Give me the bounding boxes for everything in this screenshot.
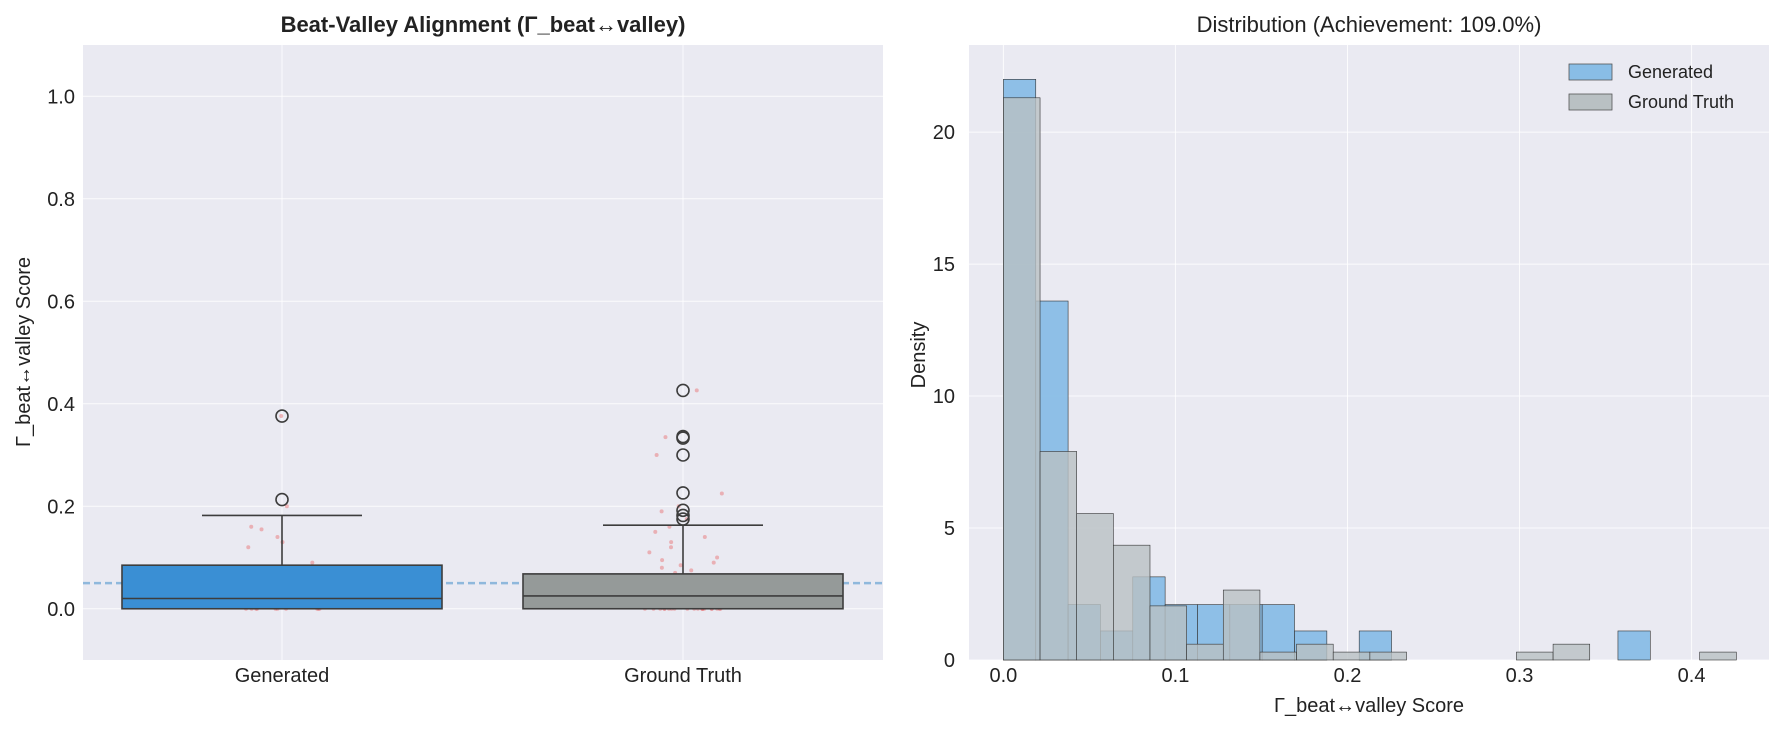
- x-tick-label: Generated: [235, 665, 330, 687]
- y-tick-label: 0.0: [47, 599, 75, 621]
- box-plot-y-ticks: 0.0 0.2 0.4 0.6 0.8 1.0: [47, 86, 75, 621]
- jitter-point: [647, 550, 652, 555]
- outlier-point: [676, 508, 690, 523]
- x-tick-label: 0.4: [1678, 665, 1706, 687]
- jitter-point: [711, 560, 716, 565]
- histogram-bar: [1149, 605, 1187, 661]
- y-tick-label: 0.4: [47, 394, 75, 416]
- histogram-bar: [1261, 604, 1295, 661]
- jitter-point: [660, 558, 665, 563]
- y-tick-label: 1.0: [47, 86, 75, 108]
- jitter-point: [310, 560, 315, 565]
- histogram-y-axis-label: Density: [908, 322, 930, 389]
- outlier-point: [676, 429, 690, 444]
- jitter-point: [719, 491, 724, 496]
- box-plot-y-axis-label: Γ_beat↔valley Score: [13, 257, 35, 447]
- jitter-point: [279, 414, 284, 419]
- histogram-bar: [1222, 589, 1261, 661]
- histogram-panel: 0 5 10 15 20 0.0 0.1 0.2 0.3 0.4 Distribution (A…: [908, 12, 1769, 717]
- boxes: [121, 383, 844, 610]
- histogram-bar: [1617, 630, 1651, 661]
- jitter-point: [678, 563, 683, 568]
- jitter-point: [663, 435, 668, 440]
- histogram-bar: [1699, 651, 1737, 661]
- jitter-point: [275, 535, 280, 539]
- histogram-bar: [1332, 651, 1371, 661]
- histogram-bars: [1003, 79, 1737, 661]
- outlier-point: [676, 383, 690, 398]
- y-tick-label: 5: [944, 518, 955, 540]
- histogram-bar: [1516, 651, 1554, 661]
- histogram-bar: [1113, 544, 1151, 661]
- box-ground-truth: [522, 383, 844, 610]
- x-tick-label: 0.3: [1506, 665, 1534, 687]
- histogram-bar: [1259, 651, 1297, 661]
- x-tick-label: 0.2: [1334, 665, 1362, 687]
- box-plot-title: Beat-Valley Alignment (Γ_beat↔valley): [281, 12, 686, 37]
- legend-label-generated: Generated: [1628, 62, 1713, 82]
- histogram-x-ticks: 0.0 0.1 0.2 0.3 0.4: [990, 665, 1706, 687]
- legend: Generated Ground Truth: [1568, 62, 1734, 112]
- jitter-point: [249, 524, 254, 529]
- outlier-point: [676, 486, 690, 500]
- jitter-point: [246, 545, 251, 550]
- box-plot-x-ticks: Generated Ground Truth: [235, 665, 742, 687]
- legend-label-ground-truth: Ground Truth: [1628, 92, 1734, 112]
- jitter-point: [669, 545, 674, 550]
- y-tick-label: 15: [933, 254, 955, 276]
- outlier-point: [275, 409, 289, 423]
- jitter-point: [654, 453, 659, 457]
- box-generated: [121, 409, 443, 610]
- y-tick-label: 0.8: [47, 189, 75, 211]
- x-tick-label: 0.1: [1162, 665, 1190, 687]
- box-body: [522, 573, 844, 610]
- histogram-bar: [1076, 513, 1114, 661]
- outlier-point: [676, 503, 690, 518]
- jitter-point: [653, 529, 658, 534]
- legend-swatch-ground-truth: [1568, 93, 1613, 111]
- outlier-point: [676, 448, 690, 462]
- histogram-bar: [1369, 651, 1407, 661]
- histogram-y-ticks: 0 5 10 15 20: [933, 122, 955, 672]
- histogram-bar: [1296, 643, 1334, 661]
- jitter-point: [694, 388, 699, 393]
- y-tick-label: 0.2: [47, 496, 75, 518]
- histogram-bar: [1552, 643, 1591, 661]
- jitter-point: [715, 555, 720, 560]
- jitter-point: [669, 540, 674, 545]
- y-tick-label: 0.6: [47, 291, 75, 313]
- y-tick-label: 0: [944, 650, 955, 672]
- box-body: [121, 564, 443, 610]
- jitter-point: [259, 527, 264, 532]
- outlier-point: [676, 512, 690, 526]
- jitter-point: [689, 568, 694, 573]
- histogram-title: Distribution (Achievement: 109.0%): [1197, 12, 1542, 37]
- box-plot-area: [83, 45, 883, 660]
- x-tick-label: Ground Truth: [624, 665, 742, 687]
- jitter-point: [702, 535, 707, 539]
- series-ground-truth: [1003, 97, 1737, 661]
- jitter-point: [284, 504, 289, 509]
- histogram-x-axis-label: Γ_beat↔valley Score: [1274, 695, 1464, 717]
- histogram-bar: [1039, 451, 1077, 661]
- x-tick-label: 0.0: [990, 665, 1018, 687]
- jitter-point: [659, 565, 664, 570]
- histogram-bar: [1186, 643, 1224, 661]
- jitter-point: [659, 509, 664, 514]
- y-tick-label: 10: [933, 386, 955, 408]
- legend-swatch-generated: [1568, 63, 1613, 81]
- histogram-bar: [1003, 97, 1041, 661]
- box-plot-panel: 0.0 0.2 0.4 0.6 0.8 1.0 Generated Ground Truth…: [13, 12, 883, 687]
- outlier-point: [275, 492, 289, 507]
- y-tick-label: 20: [933, 122, 955, 144]
